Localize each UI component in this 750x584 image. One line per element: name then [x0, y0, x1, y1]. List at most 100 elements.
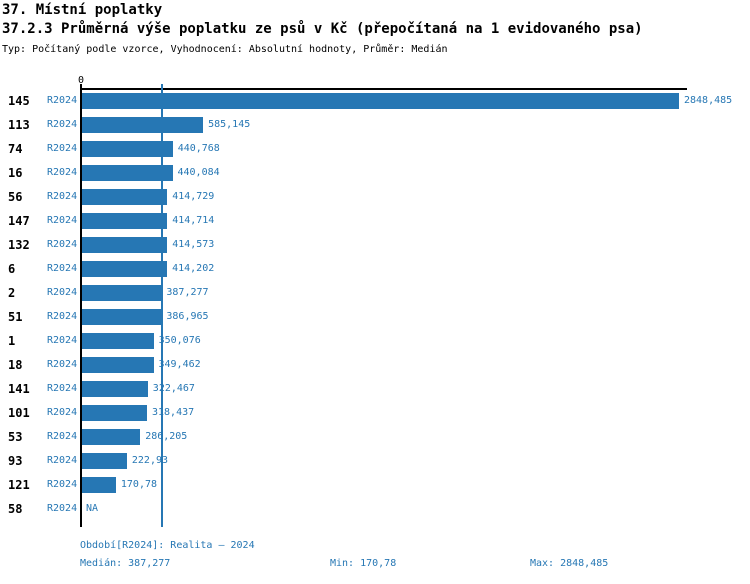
bar-value-label: 585,145: [208, 118, 251, 130]
bar-value-label: NA: [86, 502, 99, 514]
row-category-label: 6: [8, 261, 16, 276]
row-series-label: R2024: [47, 214, 78, 226]
page-title: 37. Místní poplatky: [2, 2, 163, 18]
row-series-label: R2024: [47, 382, 78, 394]
axis-zero-tick-label: 0: [77, 75, 85, 86]
bar-row: 93 R2024 222,93: [0, 449, 750, 473]
bar-row: 147 R2024 414,714: [0, 209, 750, 233]
row-category-label: 18: [8, 357, 23, 372]
bar: [82, 308, 162, 325]
bar-row: 113 R2024 585,145: [0, 113, 750, 137]
row-category-label: 56: [8, 189, 23, 204]
bar-value-label: 414,202: [172, 262, 215, 274]
median-line: [161, 84, 163, 527]
row-series-label: R2024: [47, 406, 78, 418]
row-series-label: R2024: [47, 430, 78, 442]
footer-period: Období[R2024]: Realita – 2024: [80, 540, 255, 551]
x-axis-top-line: [80, 88, 687, 90]
row-category-label: 2: [8, 285, 16, 300]
bar: [82, 356, 154, 373]
bar: [82, 428, 141, 445]
bar: [82, 164, 173, 181]
bar: [82, 284, 162, 301]
bar-value-label: 414,714: [172, 214, 215, 226]
bar-value-label: 286,205: [145, 430, 188, 442]
row-category-label: 1: [8, 333, 16, 348]
row-series-label: R2024: [47, 310, 78, 322]
bar-row: 16 R2024 440,084: [0, 161, 750, 185]
bar-value-label: 414,729: [172, 190, 215, 202]
row-series-label: R2024: [47, 190, 78, 202]
row-category-label: 132: [8, 237, 30, 252]
bar-row: 18 R2024 349,462: [0, 353, 750, 377]
bar-row: 1 R2024 350,076: [0, 329, 750, 353]
bar-value-label: 440,084: [177, 166, 220, 178]
bar-value-label: 170,78: [120, 478, 158, 490]
row-category-label: 101: [8, 405, 30, 420]
bar-row: 6 R2024 414,202: [0, 257, 750, 281]
bar-value-label: 318,437: [152, 406, 195, 418]
bar-value-label: 387,277: [166, 286, 209, 298]
bar-row: 2 R2024 387,277: [0, 281, 750, 305]
row-series-label: R2024: [47, 142, 78, 154]
row-series-label: R2024: [47, 94, 78, 106]
row-series-label: R2024: [47, 478, 78, 490]
chart-title: 37.2.3 Průměrná výše poplatku ze psů v K…: [2, 21, 643, 37]
bar: [82, 260, 168, 277]
bar: [82, 452, 127, 469]
row-category-label: 113: [8, 117, 30, 132]
bar-value-label: 440,768: [177, 142, 220, 154]
row-category-label: 93: [8, 453, 23, 468]
row-category-label: 141: [8, 381, 30, 396]
bar-row: 51 R2024 386,965: [0, 305, 750, 329]
bar: [82, 212, 168, 229]
bar: [82, 476, 116, 493]
bar: [82, 116, 204, 133]
bar: [82, 92, 679, 109]
bar: [82, 140, 173, 157]
bar: [82, 188, 168, 205]
row-category-label: 74: [8, 141, 23, 156]
bar: [82, 332, 154, 349]
row-category-label: 16: [8, 165, 23, 180]
row-series-label: R2024: [47, 454, 78, 466]
row-series-label: R2024: [47, 166, 78, 178]
row-category-label: 147: [8, 213, 30, 228]
bar: [82, 404, 147, 421]
chart-subtitle: Typ: Počítaný podle vzorce, Vyhodnocení:…: [2, 44, 448, 55]
bar-row: 58 R2024 NA: [0, 497, 750, 521]
bar: [82, 380, 148, 397]
footer-min: Min: 170,78: [330, 558, 397, 569]
bar-row: 74 R2024 440,768: [0, 137, 750, 161]
bar-value-label: 386,965: [166, 310, 209, 322]
bar: [82, 236, 168, 253]
row-series-label: R2024: [47, 262, 78, 274]
row-series-label: R2024: [47, 286, 78, 298]
bar-row: 121 R2024 170,78: [0, 473, 750, 497]
row-category-label: 51: [8, 309, 23, 324]
bar-value-label: 350,076: [158, 334, 201, 346]
row-series-label: R2024: [47, 334, 78, 346]
bar-value-label: 2848,485: [684, 94, 733, 106]
row-series-label: R2024: [47, 358, 78, 370]
row-category-label: 121: [8, 477, 30, 492]
bar-value-label: 322,467: [152, 382, 195, 394]
bar-row: 132 R2024 414,573: [0, 233, 750, 257]
footer-max: Max: 2848,485: [530, 558, 609, 569]
bar-value-label: 349,462: [158, 358, 201, 370]
row-series-label: R2024: [47, 118, 78, 130]
bar-value-label: 414,573: [172, 238, 215, 250]
row-series-label: R2024: [47, 238, 78, 250]
row-series-label: R2024: [47, 502, 78, 514]
row-category-label: 145: [8, 93, 30, 108]
bar-row: 101 R2024 318,437: [0, 401, 750, 425]
bar-row: 141 R2024 322,467: [0, 377, 750, 401]
y-axis-line: [80, 84, 82, 527]
bar-row: 145 R2024 2848,485: [0, 89, 750, 113]
footer-median: Medián: 387,277: [80, 558, 171, 569]
bar-row: 53 R2024 286,205: [0, 425, 750, 449]
bar-row: 56 R2024 414,729: [0, 185, 750, 209]
bar-value-label: 222,93: [131, 454, 169, 466]
row-category-label: 53: [8, 429, 23, 444]
